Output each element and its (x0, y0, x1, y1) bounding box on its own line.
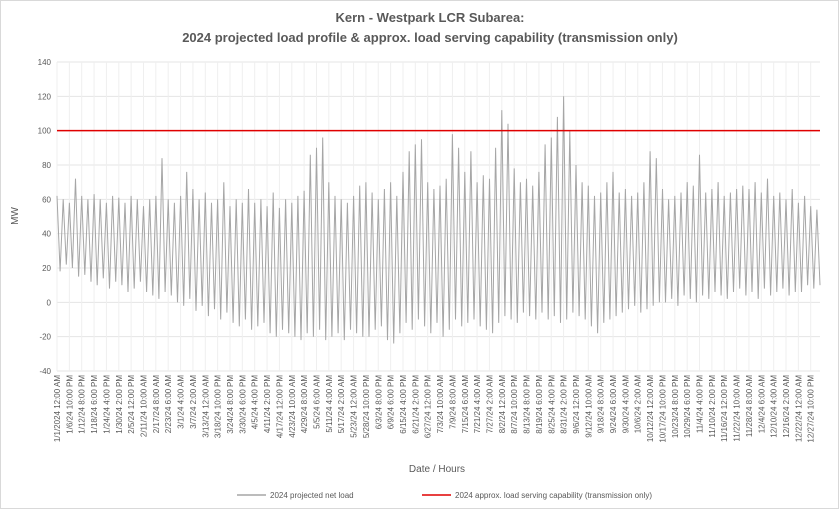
x-tick-label: 10/6/24 2:00 AM (634, 375, 643, 434)
x-tick-label: 2/11/24 10:00 AM (139, 375, 148, 437)
y-tick-label: 0 (47, 298, 52, 307)
x-tick-label: 10/17/24 10:00 PM (658, 375, 667, 443)
y-tick-label: -20 (39, 333, 51, 342)
x-tick-label: 11/16/24 12:00 PM (720, 375, 729, 442)
x-tick-label: 8/7/24 10:00 PM (510, 375, 519, 434)
x-tick-label: 12/27/24 10:00 PM (807, 375, 816, 443)
x-tick-label: 6/27/24 12:00 PM (424, 375, 433, 438)
x-tick-label: 8/19/24 6:00 PM (535, 375, 544, 434)
y-tick-label: 120 (38, 92, 52, 101)
x-tick-label: 4/23/24 10:00 AM (288, 375, 297, 438)
y-tick-label: 20 (42, 264, 51, 273)
x-tick-label: 8/31/24 2:00 PM (560, 375, 569, 434)
x-tick-label: 9/12/24 10:00 AM (584, 375, 593, 438)
x-tick-label: 3/7/24 2:00 AM (189, 375, 198, 429)
x-tick-label: 8/13/24 8:00 PM (523, 375, 532, 434)
x-tick-label: 12/4/24 6:00 AM (757, 375, 766, 434)
x-tick-label: 4/17/24 12:00 PM (275, 375, 284, 438)
x-tick-label: 3/30/24 6:00 PM (238, 375, 247, 434)
legend-label: 2024 projected net load (270, 491, 354, 500)
x-tick-label: 11/22/24 10:00 AM (733, 375, 742, 442)
x-tick-label: 2/17/24 8:00 AM (152, 375, 161, 434)
x-tick-label: 1/24/24 4:00 PM (102, 375, 111, 434)
y-tick-label: 40 (42, 230, 51, 239)
x-tick-label: 6/3/24 8:00 PM (374, 375, 383, 430)
y-tick-label: 140 (38, 58, 52, 67)
x-tick-label: 5/11/24 4:00 AM (325, 375, 334, 433)
x-tick-label: 11/4/24 4:00 PM (696, 375, 705, 433)
x-tick-label: 3/1/24 4:00 AM (177, 375, 186, 429)
x-tick-label: 7/9/24 8:00 AM (448, 375, 457, 429)
x-tick-label: 6/9/24 6:00 PM (387, 375, 396, 430)
x-tick-label: 7/3/24 10:00 AM (436, 375, 445, 434)
series-line (56, 96, 821, 344)
x-tick-label: 1/1/2024 12:00 AM (53, 375, 62, 443)
x-tick-label: 8/2/24 12:00 AM (498, 375, 507, 434)
x-tick-label: 7/21/24 4:00 AM (473, 375, 482, 434)
x-tick-label: 9/30/24 4:00 AM (621, 375, 630, 434)
y-axis-label: MW (10, 207, 21, 225)
x-tick-label: 5/28/24 10:00 PM (362, 375, 371, 438)
legend-label: 2024 approx. load serving capability (tr… (455, 491, 652, 500)
x-tick-label: 4/29/24 8:00 AM (300, 375, 309, 434)
x-tick-label: 12/10/24 4:00 AM (770, 375, 779, 438)
x-tick-label: 3/18/24 10:00 PM (214, 375, 223, 438)
x-tick-label: 4/5/24 4:00 PM (251, 375, 260, 430)
x-tick-label: 5/5/24 6:00 AM (312, 375, 321, 429)
x-tick-label: 12/16/24 2:00 AM (782, 375, 791, 438)
x-tick-label: 2/23/24 6:00 AM (164, 375, 173, 434)
chart-title: Kern - Westpark LCR Subarea: (335, 10, 524, 25)
x-tick-label: 1/18/24 6:00 PM (90, 375, 99, 434)
x-tick-label: 3/24/24 8:00 PM (226, 375, 235, 434)
x-tick-label: 4/11/24 2:00 PM (263, 375, 272, 433)
x-tick-label: 9/6/24 12:00 PM (572, 375, 581, 434)
y-tick-label: 100 (38, 127, 52, 136)
x-tick-label: 2/5/24 12:00 PM (127, 375, 136, 434)
x-tick-label: 11/28/24 8:00 AM (745, 375, 754, 437)
x-tick-label: 6/21/24 2:00 PM (411, 375, 420, 434)
x-tick-label: 10/23/24 8:00 PM (671, 375, 680, 438)
x-tick-label: 9/24/24 6:00 AM (609, 375, 618, 434)
x-tick-label: 12/22/24 12:00 AM (794, 375, 803, 443)
x-tick-label: 1/12/24 8:00 PM (78, 375, 87, 434)
x-tick-label: 8/25/24 4:00 PM (547, 375, 556, 434)
x-tick-label: 11/10/24 2:00 PM (708, 375, 717, 438)
x-tick-label: 5/17/24 2:00 AM (337, 375, 346, 434)
y-tick-label: 80 (42, 161, 51, 170)
x-tick-label: 6/15/24 4:00 PM (399, 375, 408, 434)
x-tick-label: 10/12/24 12:00 AM (646, 375, 655, 443)
x-tick-label: 5/23/24 12:00 AM (350, 375, 359, 438)
x-tick-label: 3/13/24 12:00 AM (201, 375, 210, 438)
x-tick-label: 7/27/24 2:00 AM (485, 375, 494, 434)
x-tick-label: 1/30/24 2:00 PM (115, 375, 124, 434)
x-tick-label: 1/6/24 10:00 PM (65, 375, 74, 434)
chart-subtitle: 2024 projected load profile & approx. lo… (182, 30, 678, 45)
y-tick-label: -40 (39, 367, 51, 376)
x-tick-label: 10/29/24 6:00 PM (683, 375, 692, 438)
x-axis-label: Date / Hours (409, 464, 465, 475)
x-tick-label: 7/15/24 6:00 AM (461, 375, 470, 434)
y-tick-label: 60 (42, 195, 51, 204)
x-tick-label: 9/18/24 8:00 AM (597, 375, 606, 434)
